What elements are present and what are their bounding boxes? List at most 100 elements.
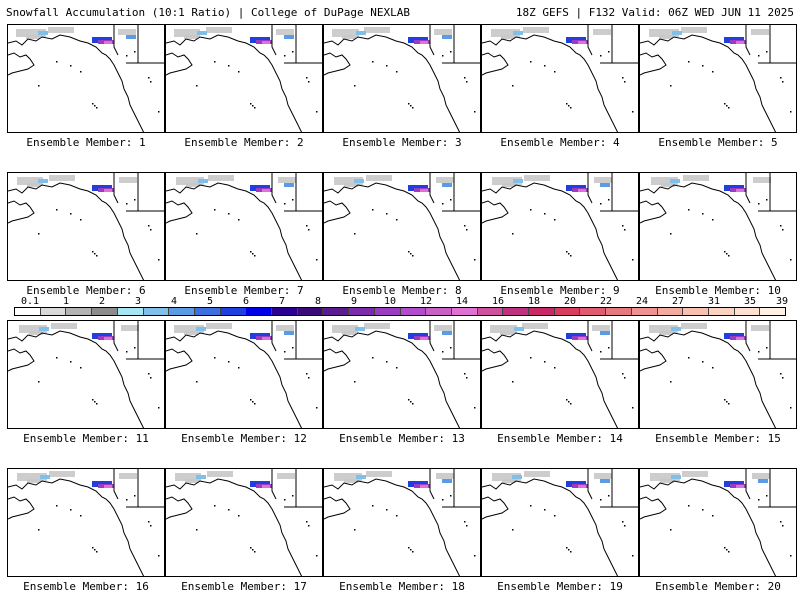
islands bbox=[512, 347, 634, 409]
snowfall-map bbox=[639, 172, 797, 281]
snowfall-shading bbox=[491, 27, 611, 44]
map-svg bbox=[166, 25, 322, 132]
legend-swatch bbox=[529, 308, 555, 315]
ensemble-member-label: Ensemble Member: 9 bbox=[500, 284, 620, 297]
legend-swatch bbox=[503, 308, 530, 315]
ensemble-member-panel: Ensemble Member: 12 bbox=[165, 320, 323, 468]
ensemble-member-panel: Ensemble Member: 18 bbox=[323, 468, 481, 616]
ensemble-member-label: Ensemble Member: 7 bbox=[184, 284, 304, 297]
snowfall-shading bbox=[16, 27, 136, 44]
coastlines bbox=[640, 25, 796, 132]
legend-swatch bbox=[734, 308, 761, 315]
ensemble-member-panel: Ensemble Member: 16 bbox=[7, 468, 165, 616]
snowfall-map bbox=[323, 172, 481, 281]
legend-swatch bbox=[40, 308, 67, 315]
legend-swatch bbox=[657, 308, 684, 315]
legend-label: 12 bbox=[419, 296, 433, 307]
islands bbox=[196, 347, 318, 409]
snowfall-map bbox=[165, 320, 323, 429]
snowfall-shading bbox=[650, 471, 770, 488]
coastlines bbox=[166, 321, 322, 428]
snowfall-map bbox=[323, 320, 481, 429]
legend-label: 7 bbox=[278, 296, 286, 307]
legend-label: 16 bbox=[491, 296, 505, 307]
ensemble-member-panel: Ensemble Member: 9 bbox=[481, 172, 639, 320]
islands bbox=[512, 495, 634, 557]
snowfall-map bbox=[165, 172, 323, 281]
islands bbox=[512, 51, 634, 113]
legend-label: 39 bbox=[775, 296, 789, 307]
ensemble-member-panel: Ensemble Member: 20 bbox=[639, 468, 797, 616]
ensemble-member-panel: Ensemble Member: 11 bbox=[7, 320, 165, 468]
ensemble-member-panel: Ensemble Member: 5 bbox=[639, 24, 797, 172]
ensemble-member-panel: Ensemble Member: 19 bbox=[481, 468, 639, 616]
legend-swatch bbox=[477, 308, 504, 315]
coastlines bbox=[166, 173, 322, 280]
snowfall-map bbox=[481, 320, 639, 429]
ensemble-member-label: Ensemble Member: 4 bbox=[500, 136, 620, 149]
legend-label: 14 bbox=[455, 296, 469, 307]
legend-swatch bbox=[554, 308, 581, 315]
coastlines bbox=[482, 321, 638, 428]
snowfall-shading bbox=[175, 471, 295, 488]
map-svg bbox=[166, 321, 322, 428]
ensemble-member-panel: Ensemble Member: 1 bbox=[7, 24, 165, 172]
legend-swatch bbox=[246, 308, 273, 315]
map-svg bbox=[324, 469, 480, 576]
islands bbox=[354, 199, 476, 261]
legend-swatch bbox=[349, 308, 375, 315]
ensemble-member-label: Ensemble Member: 2 bbox=[184, 136, 304, 149]
islands bbox=[196, 199, 318, 261]
legend-swatch bbox=[631, 308, 658, 315]
snowfall-shading bbox=[176, 175, 296, 192]
coastlines bbox=[8, 321, 164, 428]
map-svg bbox=[8, 25, 164, 132]
islands bbox=[38, 495, 160, 557]
coastlines bbox=[166, 469, 322, 576]
snowfall-shading bbox=[174, 27, 294, 44]
map-svg bbox=[324, 173, 480, 280]
map-svg bbox=[640, 469, 796, 576]
ensemble-member-label: Ensemble Member: 6 bbox=[26, 284, 146, 297]
ensemble-member-label: Ensemble Member: 11 bbox=[23, 432, 149, 445]
legend-swatch bbox=[194, 308, 221, 315]
map-svg bbox=[482, 469, 638, 576]
coastlines bbox=[482, 173, 638, 280]
legend-label: 4 bbox=[170, 296, 178, 307]
legend-label: 2 bbox=[98, 296, 106, 307]
snowfall-map bbox=[639, 24, 797, 133]
snowfall-shading bbox=[492, 175, 612, 192]
snowfall-shading bbox=[19, 323, 139, 340]
islands bbox=[196, 495, 318, 557]
map-svg bbox=[324, 25, 480, 132]
ensemble-member-label: Ensemble Member: 17 bbox=[181, 580, 307, 593]
snowfall-shading bbox=[490, 323, 610, 340]
legend-swatch bbox=[606, 308, 632, 315]
legend-label: 22 bbox=[599, 296, 613, 307]
legend-label: 27 bbox=[671, 296, 685, 307]
islands bbox=[354, 347, 476, 409]
snowfall-shading bbox=[649, 27, 769, 44]
snowfall-shading bbox=[174, 323, 294, 340]
legend-swatch bbox=[66, 308, 93, 315]
legend-label: 6 bbox=[242, 296, 250, 307]
ensemble-member-panel: Ensemble Member: 7 bbox=[165, 172, 323, 320]
legend-swatch bbox=[451, 308, 478, 315]
ensemble-member-panel: Ensemble Member: 10 bbox=[639, 172, 797, 320]
map-svg bbox=[324, 321, 480, 428]
islands bbox=[670, 495, 792, 557]
legend-swatch bbox=[708, 308, 735, 315]
snowfall-shading bbox=[651, 175, 771, 192]
legend-swatch bbox=[15, 308, 41, 315]
map-svg bbox=[640, 25, 796, 132]
legend-labels: 0.1 1 2 3 4 5 6 7 8 9 10 12 14 16 18 20 22 24 27 31 35 39 bbox=[14, 296, 789, 307]
header: Snowfall Accumulation (10:1 Ratio) | Col… bbox=[0, 0, 800, 22]
ensemble-member-panel: Ensemble Member: 14 bbox=[481, 320, 639, 468]
ensemble-member-panel: Ensemble Member: 13 bbox=[323, 320, 481, 468]
coastlines bbox=[8, 469, 164, 576]
map-svg bbox=[640, 173, 796, 280]
legend-swatch bbox=[426, 308, 452, 315]
legend-label: 0.1 bbox=[20, 296, 40, 307]
snowfall-map bbox=[481, 172, 639, 281]
legend-label: 20 bbox=[563, 296, 577, 307]
